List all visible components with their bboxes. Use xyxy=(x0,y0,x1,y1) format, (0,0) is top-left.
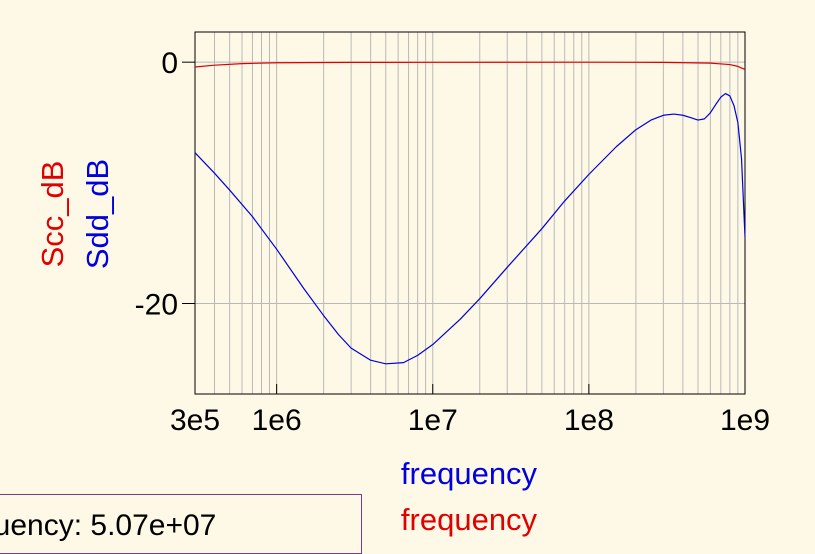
y-axis-label-sdd: Sdd_dB xyxy=(80,159,115,269)
x-tick-label: 1e8 xyxy=(564,404,614,437)
x-tick-label: 1e9 xyxy=(720,404,770,437)
y-tick-label: -20 xyxy=(135,289,178,322)
x-tick-label: 3e5 xyxy=(170,404,220,437)
y-tick-label: 0 xyxy=(161,47,178,80)
x-tick-label: 1e7 xyxy=(408,404,458,437)
series-line-sdd xyxy=(194,92,746,365)
x-axis-label-frequency-2: frequency xyxy=(401,502,538,537)
x-tick-label: 1e6 xyxy=(252,404,302,437)
readout-text: quency: 5.07e+07 xyxy=(0,509,217,542)
ticks: 3e5 1e6 1e7 1e8 1e9 0 -20 xyxy=(135,47,770,437)
series-line-scc xyxy=(194,61,746,70)
y-axis-label-scc: Scc_dB xyxy=(35,161,70,268)
plot-frame xyxy=(194,31,746,395)
x-axis-label-frequency-1: frequency xyxy=(401,456,538,491)
cursor-readout[interactable]: quency: 5.07e+07 xyxy=(0,494,362,554)
grid xyxy=(195,32,745,394)
series-layer xyxy=(194,61,746,365)
